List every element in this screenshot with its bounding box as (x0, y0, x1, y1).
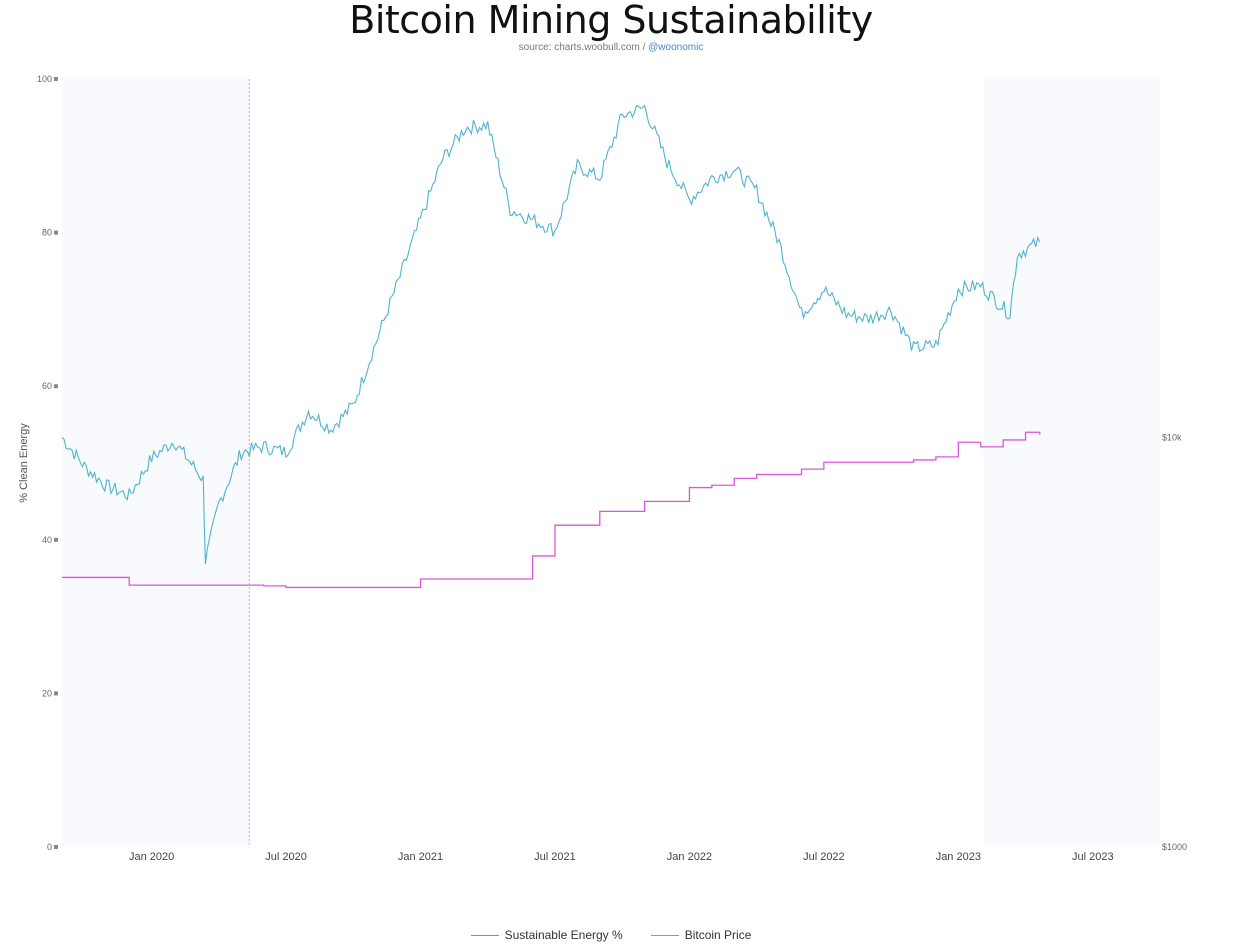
shade-region-right (983, 79, 1160, 847)
legend-item-sustainable[interactable]: Sustainable Energy % (470, 928, 623, 942)
y2-tick-label: $10k (1162, 432, 1182, 442)
y2-tick-label: $1000 (1162, 842, 1187, 852)
legend-label-price: Bitcoin Price (684, 928, 752, 942)
legend-item-price[interactable]: Bitcoin Price (650, 928, 752, 942)
y-tick-mark (54, 384, 58, 389)
legend: Sustainable Energy % Bitcoin Price (0, 928, 1222, 942)
series-line-sustainable-energy (62, 431, 1041, 589)
x-tick-label: Jul 2021 (534, 851, 576, 863)
source-prefix: source: charts.woobull.com / (518, 42, 649, 53)
y-tick-label: 0 (47, 842, 52, 852)
chart-source: source: charts.woobull.com / @woonomic (0, 42, 1222, 53)
y-tick-mark (54, 77, 58, 81)
legend-swatch-sustainable (470, 934, 499, 936)
y-axis-label: % Clean Energy (18, 423, 30, 503)
x-tick-label: Jul 2022 (803, 851, 845, 863)
y-tick-label: 20 (42, 688, 52, 698)
legend-label-sustainable: Sustainable Energy % (504, 928, 623, 942)
y-tick-mark (54, 230, 58, 235)
y-tick-mark (54, 845, 58, 849)
y-tick-label: 40 (42, 535, 52, 545)
x-tick-label: Jan 2022 (667, 851, 712, 863)
y-tick-label: 100 (37, 74, 52, 84)
x-tick-label: Jul 2023 (1072, 851, 1114, 863)
y-tick-mark (54, 537, 58, 542)
y-tick-label: 80 (42, 228, 52, 238)
y-tick-label: 60 (42, 381, 52, 391)
y-tick-mark (54, 691, 58, 696)
x-tick-label: Jul 2020 (265, 851, 307, 863)
source-handle-link[interactable]: @woonomic (648, 42, 704, 53)
legend-swatch-price (650, 934, 679, 936)
series-line-bitcoin-price (61, 104, 1041, 565)
shade-region-left (62, 79, 250, 847)
x-tick-label: Jan 2020 (129, 851, 174, 863)
chart-title: Bitcoin Mining Sustainability (349, 0, 873, 42)
x-tick-label: Jan 2021 (398, 851, 443, 863)
x-tick-label: Jan 2023 (936, 851, 981, 863)
